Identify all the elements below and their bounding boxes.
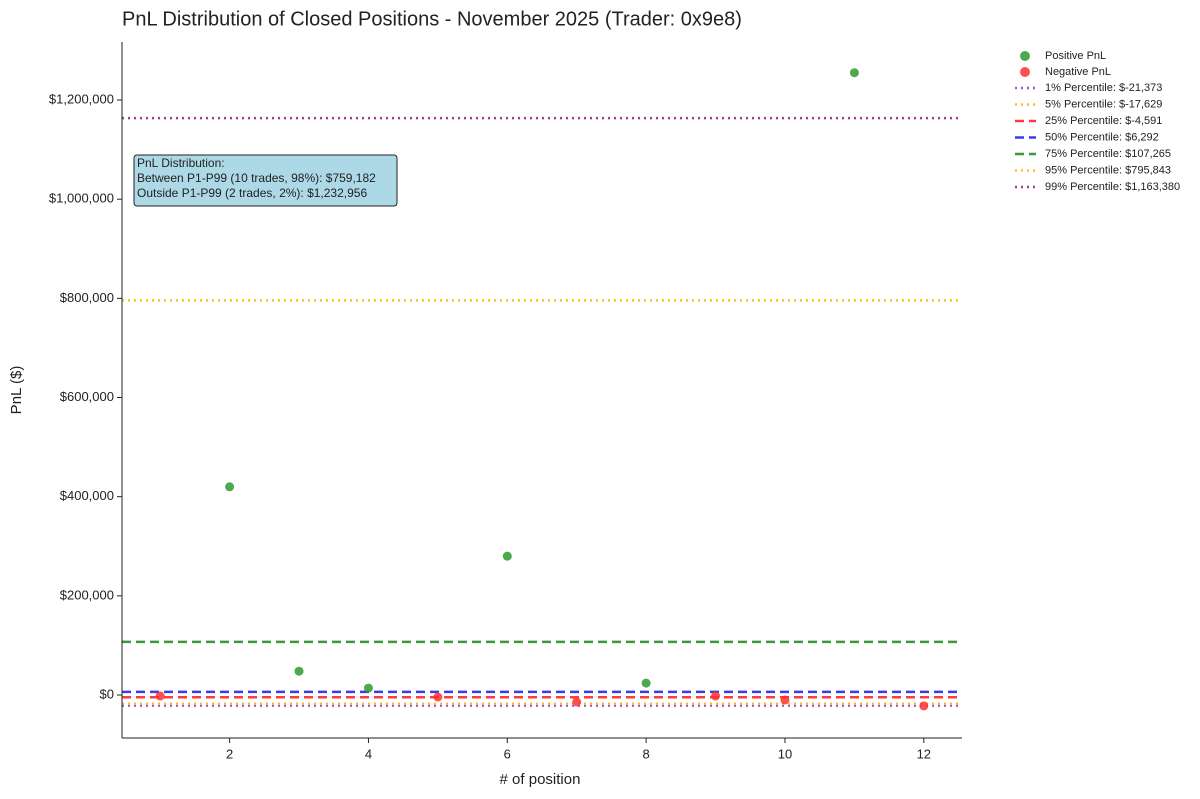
annotation-text: PnL Distribution: bbox=[137, 156, 225, 170]
point bbox=[294, 666, 304, 676]
y-tick-label: $0 bbox=[100, 686, 114, 701]
y-tick-label: $1,200,000 bbox=[49, 91, 114, 106]
x-axis-label: # of position bbox=[500, 771, 581, 788]
x-tick-label: 8 bbox=[643, 746, 650, 761]
point bbox=[780, 695, 790, 705]
annotation-box bbox=[133, 154, 398, 207]
y-tick-label: $800,000 bbox=[60, 290, 114, 305]
point bbox=[433, 692, 443, 702]
y-tick-label: $600,000 bbox=[60, 389, 114, 404]
point bbox=[502, 551, 512, 561]
annotation-text: Between P1-P99 (10 trades, 98%): $759,18… bbox=[137, 171, 376, 185]
y-axis-label: PnL ($) bbox=[8, 366, 25, 415]
legend-label: 5% Percentile: $-17,629 bbox=[1045, 98, 1162, 110]
point bbox=[225, 482, 235, 492]
point bbox=[572, 697, 582, 707]
legend-label: Positive PnL bbox=[1045, 50, 1106, 62]
legend-label: 95% Percentile: $795,843 bbox=[1045, 164, 1171, 176]
y-tick-label: $400,000 bbox=[60, 488, 114, 503]
x-tick-label: 12 bbox=[917, 746, 931, 761]
legend-marker bbox=[1020, 67, 1030, 77]
x-tick-label: 10 bbox=[778, 746, 792, 761]
x-tick-label: 4 bbox=[365, 746, 372, 761]
x-tick-label: 6 bbox=[504, 746, 511, 761]
point bbox=[711, 691, 721, 701]
chart-title: PnL Distribution of Closed Positions - N… bbox=[122, 8, 742, 30]
point bbox=[641, 678, 651, 688]
x-tick-label: 2 bbox=[226, 746, 233, 761]
legend-label: 50% Percentile: $6,292 bbox=[1045, 131, 1159, 143]
legend-label: Negative PnL bbox=[1045, 66, 1111, 78]
point bbox=[849, 68, 859, 78]
point bbox=[155, 691, 165, 701]
legend-label: 1% Percentile: $-21,373 bbox=[1045, 82, 1162, 94]
legend-label: 75% Percentile: $107,265 bbox=[1045, 148, 1171, 160]
point bbox=[363, 683, 373, 693]
legend-label: 25% Percentile: $-4,591 bbox=[1045, 115, 1162, 127]
legend-marker bbox=[1020, 51, 1030, 61]
annotation-text: Outside P1-P99 (2 trades, 2%): $1,232,95… bbox=[137, 186, 367, 200]
point bbox=[919, 701, 929, 711]
legend-label: 99% Percentile: $1,163,380 bbox=[1045, 181, 1180, 193]
y-tick-label: $200,000 bbox=[60, 587, 114, 602]
y-tick-label: $1,000,000 bbox=[49, 191, 114, 206]
